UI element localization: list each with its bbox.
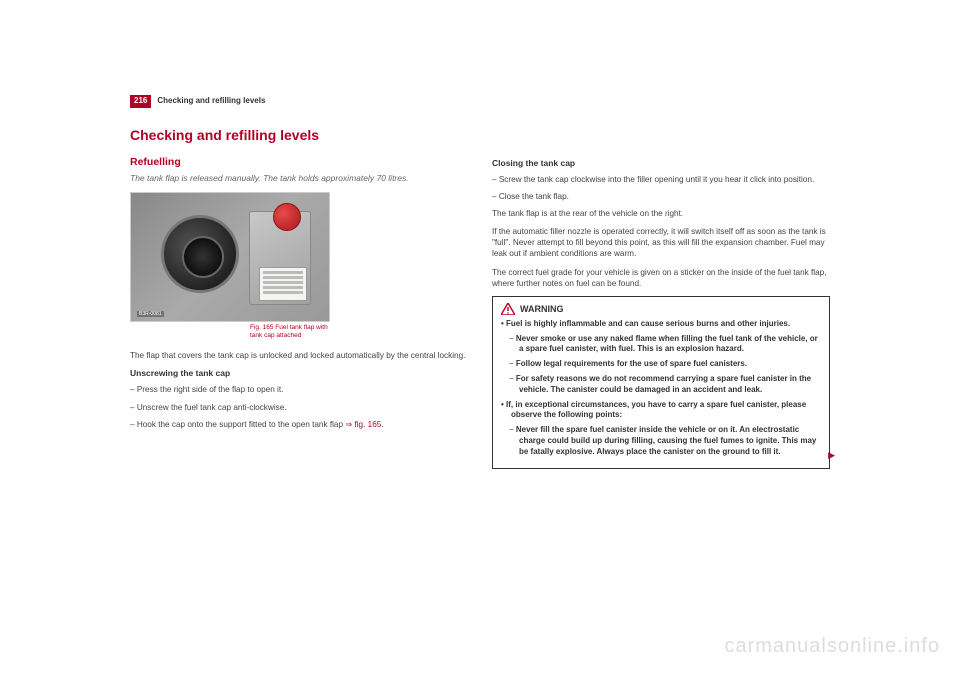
warning-heading: WARNING [501, 303, 821, 315]
watermark: carmanualsonline.info [724, 635, 940, 658]
right-column: Closing the tank cap Screw the tank cap … [492, 155, 830, 469]
step-item: Screw the tank cap clockwise into the fi… [492, 174, 830, 185]
warning-subitem: Follow legal requirements for the use of… [501, 359, 821, 370]
left-column: Refuelling The tank flap is released man… [130, 155, 468, 469]
body-paragraph: The tank flap is at the rear of the vehi… [492, 208, 830, 219]
warning-subitem: Never smoke or use any naked flame when … [501, 334, 821, 356]
page-header: 216 Checking and refilling levels [130, 95, 830, 108]
step-text: Hook the cap onto the support fitted to … [137, 420, 345, 429]
figure-fuel-flap: B3R-0081 [130, 192, 330, 322]
step-item: Press the right side of the flap to open… [130, 384, 468, 395]
warning-subitem: Never fill the spare fuel canister insid… [501, 425, 821, 457]
step-item: Close the tank flap. [492, 191, 830, 202]
continued-arrow-icon: ▶ [828, 449, 835, 461]
body-paragraph: The correct fuel grade for your vehicle … [492, 267, 830, 289]
content-columns: Refuelling The tank flap is released man… [130, 155, 830, 469]
main-title: Checking and refilling levels [130, 126, 830, 145]
page-header-section: Checking and refilling levels [157, 96, 265, 107]
warning-box: WARNING Fuel is highly inflammable and c… [492, 296, 830, 469]
subsection-heading: Refuelling [130, 155, 468, 169]
step-item: Hook the cap onto the support fitted to … [130, 419, 468, 430]
body-paragraph: The flap that covers the tank cap is unl… [130, 350, 468, 361]
figure-reference: ⇒ fig. 165 [345, 420, 381, 429]
intro-text: The tank flap is released manually. The … [130, 173, 468, 184]
figure-caption: Fig. 165 Fuel tank flap with tank cap at… [250, 324, 330, 340]
fuel-port-icon [161, 215, 239, 293]
step-text-end: . [381, 420, 383, 429]
step-item: Unscrew the fuel tank cap anti-clockwise… [130, 402, 468, 413]
warning-title: WARNING [520, 303, 564, 315]
warning-subitem: For safety reasons we do not recommend c… [501, 374, 821, 396]
warning-bullet: If, in exceptional circumstances, you ha… [501, 400, 821, 422]
page-number: 216 [130, 95, 151, 108]
procedure-heading: Closing the tank cap [492, 158, 830, 169]
body-paragraph: If the automatic filler nozzle is operat… [492, 226, 830, 259]
warning-triangle-icon [501, 303, 515, 315]
figure-code: B3R-0081 [137, 311, 164, 318]
procedure-heading: Unscrewing the tank cap [130, 368, 468, 379]
fuel-grade-sticker-icon [259, 267, 307, 301]
manual-page: 216 Checking and refilling levels Checki… [130, 95, 830, 469]
warning-bullet: Fuel is highly inflammable and can cause… [501, 319, 821, 330]
